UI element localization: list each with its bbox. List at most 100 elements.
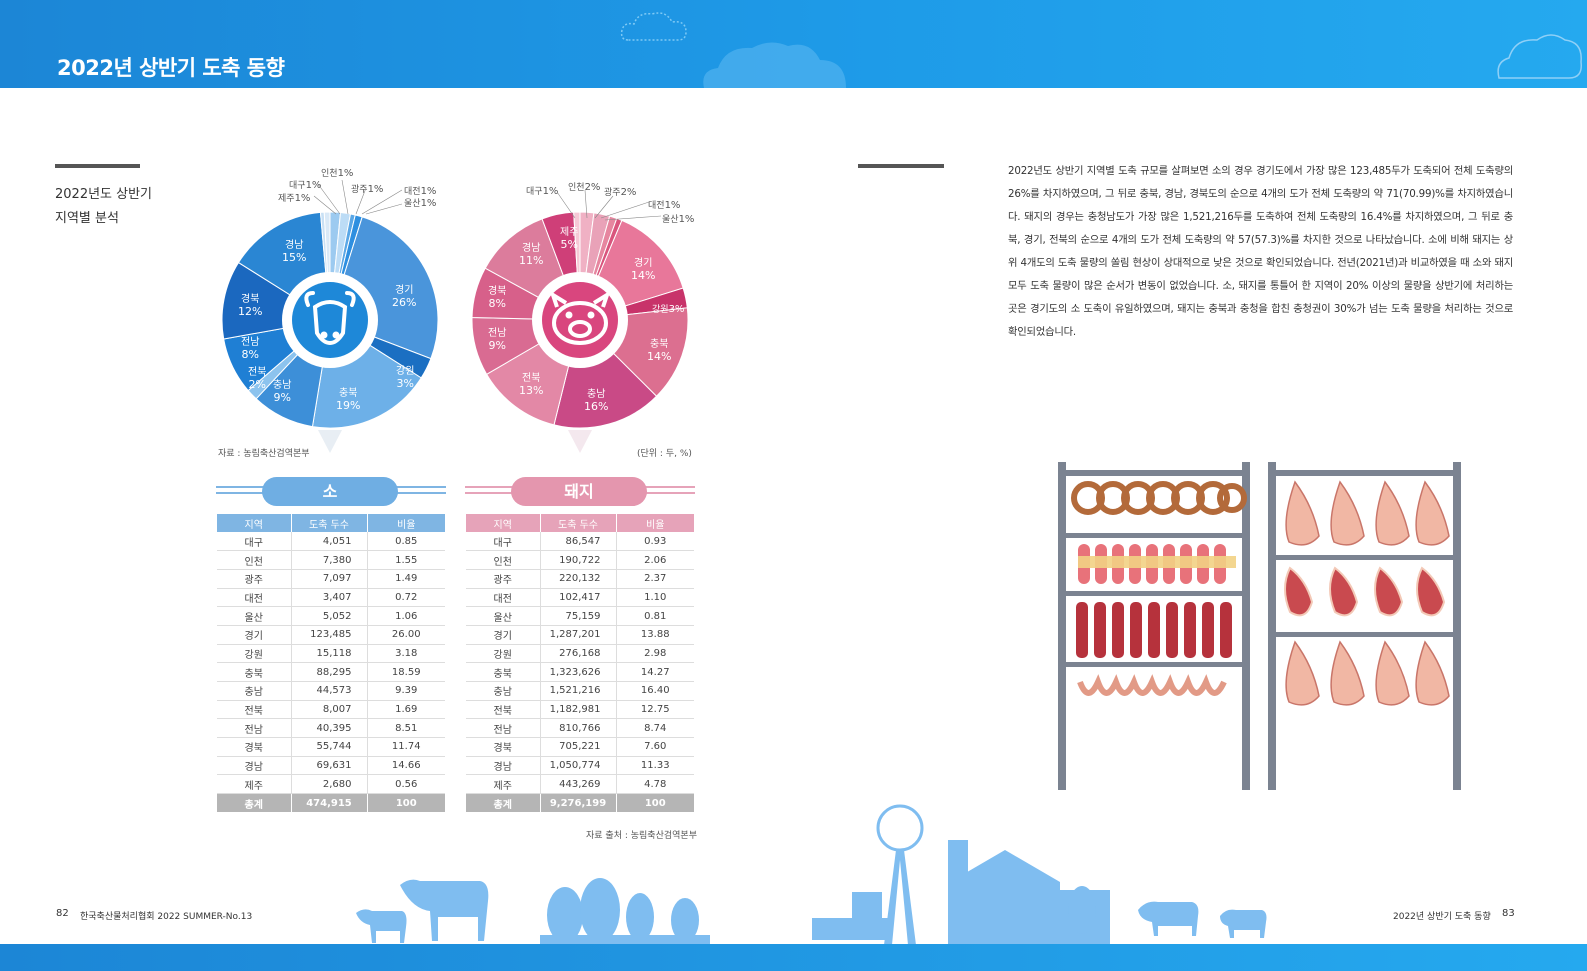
table-row: 경기 1,287,201 13.88 (466, 625, 694, 645)
table-row: 울산 5,052 1.06 (217, 606, 445, 626)
table-row: 충북 88,295 18.59 (217, 662, 445, 682)
pig-label-gyeongbuk: 경북 8% (488, 286, 507, 310)
total-cell: 100 (367, 793, 445, 813)
count-cell: 15,118 (291, 644, 368, 664)
ratio-cell: 4.78 (616, 774, 694, 795)
count-cell: 705,221 (540, 737, 617, 757)
pig-label-gyeongnam: 경남 11% (519, 243, 544, 267)
ratio-cell: 11.33 (616, 756, 694, 776)
cow-icon (304, 291, 356, 346)
pig-label-jeonnam: 전남 9% (488, 328, 507, 352)
region-cell: 충북 (466, 662, 541, 682)
count-cell: 86,547 (540, 532, 617, 552)
ratio-cell: 0.81 (616, 606, 694, 626)
ratio-cell: 8.51 (367, 718, 445, 739)
table-row: 제주 443,269 4.78 (466, 774, 694, 795)
cattle-table: 지역 도축 두수 비율 대구 4,051 0.85 인천 7,380 1.55 광주 7,09… (217, 514, 445, 813)
ratio-cell: 0.72 (367, 588, 445, 608)
region-cell: 대전 (217, 588, 292, 608)
ratio-cell: 1.55 (367, 550, 445, 570)
ratio-cell: 9.39 (367, 681, 445, 701)
count-cell: 3,407 (291, 588, 368, 608)
count-cell: 88,295 (291, 662, 368, 682)
cloud-icon (620, 12, 687, 41)
region-cell: 경북 (217, 737, 292, 757)
total-cell: 100 (616, 793, 694, 813)
count-cell: 40,395 (291, 718, 368, 739)
cattle-table-title-band: 소 (216, 477, 446, 506)
region-cell: 제주 (466, 774, 541, 795)
ratio-cell: 14.27 (616, 662, 694, 682)
cattle-label-gyeongbuk: 경북 12% (238, 294, 263, 318)
region-cell: 경남 (217, 756, 292, 776)
region-cell: 대구 (217, 532, 292, 552)
publication-info: 한국축산물처리협회 2022 SUMMER-No.13 (80, 912, 253, 922)
pig-out-label-ulsan: 울산1% (662, 214, 695, 225)
table-row: 대전 102,417 1.10 (466, 588, 694, 608)
section-subtitle: 지역별 분석 (55, 211, 119, 226)
table-row: 인천 190,722 2.06 (466, 550, 694, 570)
running-title: 2022년 상반기 도축 동향 (1393, 912, 1491, 922)
region-cell: 인천 (217, 550, 292, 570)
pig-label-jeonbuk: 전북 13% (519, 373, 544, 397)
region-cell: 강원 (217, 644, 292, 664)
ratio-cell: 14.66 (367, 756, 445, 776)
region-cell: 전남 (466, 718, 541, 739)
region-cell: 충북 (217, 662, 292, 682)
count-cell: 1,323,626 (540, 662, 617, 682)
total-cell: 총계 (466, 793, 541, 813)
pig-donut-chart (471, 211, 689, 453)
ratio-cell: 0.85 (367, 532, 445, 552)
table-row: 충북 1,323,626 14.27 (466, 662, 694, 682)
table-row: 울산 75,159 0.81 (466, 606, 694, 626)
page-number-right: 83 (1502, 908, 1515, 919)
table-source: 자료 출처 : 농림축산검역본부 (586, 831, 697, 841)
ratio-cell: 1.06 (367, 606, 445, 626)
ratio-cell: 2.37 (616, 569, 694, 589)
region-cell: 경북 (466, 737, 541, 757)
count-cell: 123,485 (291, 625, 368, 645)
table-row: 광주 7,097 1.49 (217, 569, 445, 589)
count-cell: 443,269 (540, 774, 617, 795)
count-cell: 1,050,774 (540, 756, 617, 776)
region-cell: 광주 (466, 569, 541, 589)
table-row: 인천 7,380 1.55 (217, 550, 445, 570)
count-cell: 276,168 (540, 644, 617, 664)
col-header: 비율 (397, 519, 416, 531)
table-row: 충남 1,521,216 16.40 (466, 681, 694, 701)
table-row: 대구 4,051 0.85 (217, 532, 445, 552)
table-row: 경북 705,221 7.60 (466, 737, 694, 757)
region-cell: 대전 (466, 588, 541, 608)
cattle-label-chungbuk: 충북 19% (336, 388, 361, 412)
region-cell: 제주 (217, 774, 292, 795)
table-row: 전북 1,182,981 12.75 (466, 700, 694, 720)
pig-out-label-incheon: 인천2% (568, 182, 601, 193)
pig-table: 지역 도축 두수 비율 대구 86,547 0.93 인천 190,722 2.06 광주 2… (466, 514, 694, 813)
pig-table-title-band: 돼지 (465, 477, 695, 506)
region-cell: 경기 (466, 625, 541, 645)
count-cell: 1,182,981 (540, 700, 617, 720)
ratio-cell: 8.74 (616, 718, 694, 739)
table-row: 충남 44,573 9.39 (217, 681, 445, 701)
pig-icon (549, 290, 611, 345)
total-cell: 474,915 (291, 793, 368, 813)
cattle-table-title: 소 (262, 477, 398, 506)
region-cell: 울산 (466, 606, 541, 626)
farm-animals-illustration (356, 878, 710, 945)
cattle-label-chungnam: 충남 9% (273, 380, 292, 404)
ratio-cell: 1.49 (367, 569, 445, 589)
ratio-cell: 13.88 (616, 625, 694, 645)
page-title: 2022년 상반기 도축 동향 (57, 56, 285, 80)
col-header: 지역 (217, 514, 292, 532)
table-row: 경기 123,485 26.00 (217, 625, 445, 645)
count-cell: 75,159 (540, 606, 617, 626)
pig-out-label-gangwon: 강원3% (652, 304, 685, 315)
count-cell: 7,097 (291, 569, 368, 589)
ratio-cell: 2.06 (616, 550, 694, 570)
count-cell: 4,051 (291, 532, 368, 552)
cattle-label-gangwon: 강원 3% (396, 366, 415, 390)
cattle-out-label-incheon: 인천1% (321, 168, 354, 179)
pig-label-chungnam: 충남 16% (584, 389, 609, 413)
ratio-cell: 12.75 (616, 700, 694, 720)
page-number-left: 82 (56, 908, 69, 919)
